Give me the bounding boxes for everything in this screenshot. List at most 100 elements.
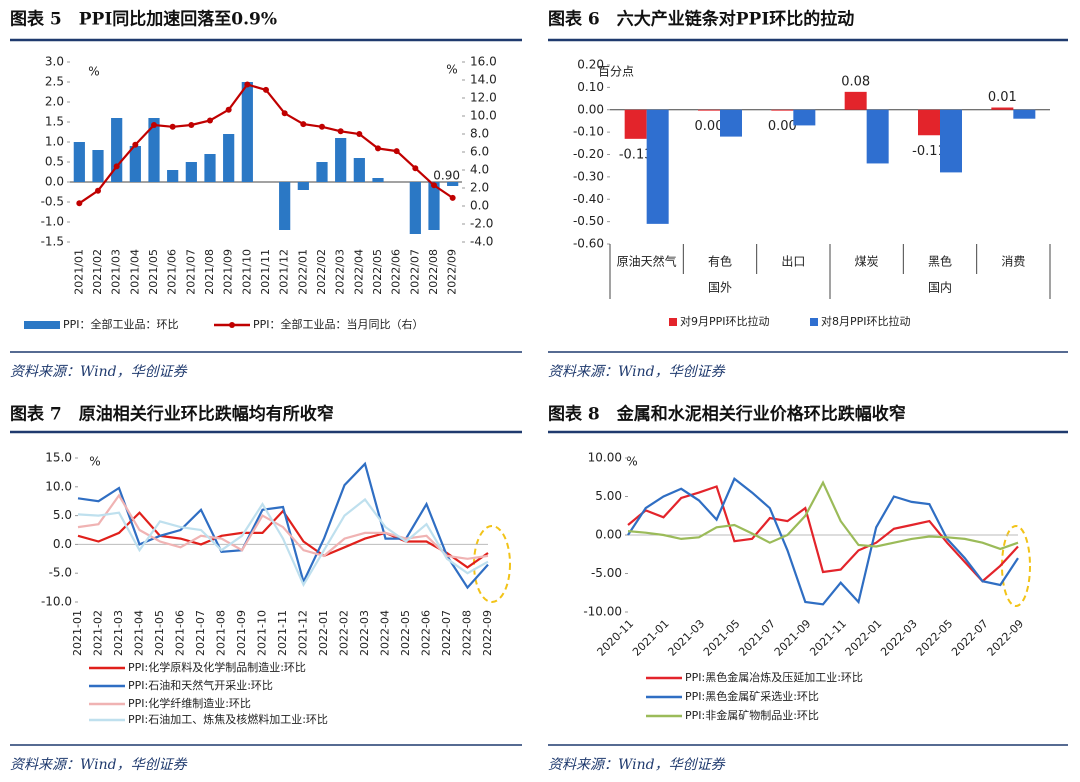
series-line xyxy=(77,493,489,560)
data-label: 0.90 xyxy=(433,168,460,182)
line-marker xyxy=(375,145,381,152)
x-tick-label: 2021/03 xyxy=(110,249,123,295)
bar xyxy=(353,158,365,182)
line-marker xyxy=(449,194,456,201)
x-tick-label: 2021-04 xyxy=(133,610,146,656)
bar xyxy=(167,170,179,182)
legend-label: PPI:石油和天然气开采业:环比 xyxy=(128,678,273,692)
panel-title: 图表 8 金属和水泥相关行业价格环比跌幅收窄 xyxy=(548,404,906,425)
y2-tick-label: 16.0 xyxy=(470,55,497,69)
y-tick-label: -1.5 xyxy=(41,235,64,249)
bar xyxy=(241,82,253,182)
y-tick-label: -0.10 xyxy=(573,125,604,139)
y-tick-label: 0.10 xyxy=(577,80,604,94)
bar xyxy=(335,138,347,182)
y-tick-label: 1.5 xyxy=(45,115,64,129)
x-tick-label: 2021-10 xyxy=(256,610,269,656)
y-tick-label: 2.0 xyxy=(45,95,64,109)
x-tick-label: 2021/06 xyxy=(166,249,179,295)
y-tick-label: 1.0 xyxy=(45,135,64,149)
y-axis-label: 百分点 xyxy=(598,65,634,79)
y2-tick-label: 0.0 xyxy=(470,199,489,213)
legend-swatch xyxy=(810,318,818,326)
data-label: -0.13 xyxy=(619,147,653,162)
bar xyxy=(447,182,459,186)
line-marker xyxy=(393,148,400,155)
y-axis-label: % xyxy=(626,455,637,469)
x-tick-label: 黑色 xyxy=(928,255,952,269)
y-tick-label: 5.00 xyxy=(595,489,622,503)
x-tick-label: 2021-11 xyxy=(807,617,849,659)
source-note: 资料来源：Wind，华创证券 xyxy=(548,364,726,380)
bar xyxy=(185,162,197,182)
line-marker xyxy=(412,165,419,172)
line-marker xyxy=(431,182,437,189)
line-marker xyxy=(132,141,139,148)
highlight-ellipse xyxy=(1001,525,1031,607)
bar xyxy=(624,109,647,139)
line-marker xyxy=(244,81,251,88)
x-tick-label: 2022/02 xyxy=(315,249,328,295)
x-tick-label: 2021/12 xyxy=(278,249,291,295)
legend-label: PPI:石油加工、炼焦及核燃料加工业:环比 xyxy=(128,712,328,726)
panel-title: 图表 5 PPI同比加速回落至0.9% xyxy=(10,9,277,30)
x-tick-label: 2022-06 xyxy=(420,610,433,656)
y-tick-label: 5.0 xyxy=(53,508,72,522)
line-marker xyxy=(76,200,83,207)
x-tick-label: 2022/01 xyxy=(296,249,309,295)
bar xyxy=(844,91,867,110)
bar xyxy=(223,134,235,182)
x-tick-label: 2020-11 xyxy=(595,617,637,659)
data-label: 0.00 xyxy=(768,119,797,134)
x-tick-label: 出口 xyxy=(781,255,805,269)
bar xyxy=(1013,109,1036,119)
bar xyxy=(771,109,794,111)
x-tick-label: 2021-03 xyxy=(665,617,707,659)
x-tick-label: 2022-03 xyxy=(878,617,920,659)
y-tick-label: 10.00 xyxy=(588,451,622,465)
y-tick-label: 10.0 xyxy=(45,479,72,493)
bar xyxy=(316,162,328,182)
line-marker xyxy=(300,121,307,128)
x-tick-label: 2022-07 xyxy=(440,610,453,656)
y2-tick-label: 14.0 xyxy=(470,73,497,87)
line-marker xyxy=(319,123,325,130)
bar xyxy=(73,142,85,182)
y-tick-label: 0.00 xyxy=(595,528,622,542)
legend-label: PPI:黑色金属矿采选业:环比 xyxy=(685,689,819,703)
bar xyxy=(129,146,141,182)
x-tick-label: 有色 xyxy=(708,255,732,269)
x-tick-label: 2021-06 xyxy=(174,610,187,656)
bar xyxy=(793,109,816,126)
group-label: 国内 xyxy=(928,281,952,295)
bar xyxy=(279,182,291,230)
legend-swatch xyxy=(24,321,60,329)
x-tick-label: 2021/11 xyxy=(259,249,272,295)
x-tick-label: 2022-09 xyxy=(985,617,1027,659)
y2-tick-label: 10.0 xyxy=(470,109,497,123)
legend-label: 对8月PPI环比拉动 xyxy=(821,314,911,328)
bar xyxy=(148,118,160,182)
y2-tick-label: 8.0 xyxy=(470,127,489,141)
y-tick-label: -0.40 xyxy=(573,192,604,206)
y-tick-label: -1.0 xyxy=(41,215,64,229)
x-tick-label: 2021-07 xyxy=(736,617,778,659)
x-tick-label: 2022/03 xyxy=(334,249,347,295)
line-marker xyxy=(188,122,195,128)
x-tick-label: 2021/05 xyxy=(147,249,160,295)
legend-label: PPI：全部工业品：环比 xyxy=(63,317,179,331)
series-line xyxy=(627,477,1019,606)
x-tick-label: 2022-09 xyxy=(481,610,494,656)
series-line xyxy=(77,497,489,588)
line-marker xyxy=(151,122,157,128)
legend-label: 对9月PPI环比拉动 xyxy=(680,314,770,328)
x-tick-label: 2021/08 xyxy=(203,249,216,295)
y-tick-label: -0.60 xyxy=(573,237,604,251)
y-tick-label: -0.5 xyxy=(41,195,64,209)
x-tick-label: 2021/07 xyxy=(184,249,197,295)
x-tick-label: 2021-05 xyxy=(153,610,166,656)
line-marker xyxy=(169,123,176,130)
x-tick-label: 2021-03 xyxy=(112,610,125,656)
bar xyxy=(646,109,669,224)
bar xyxy=(372,178,384,182)
